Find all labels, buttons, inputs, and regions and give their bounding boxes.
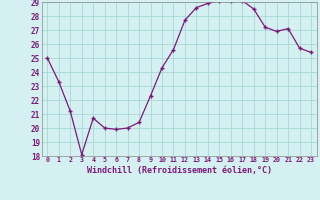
- X-axis label: Windchill (Refroidissement éolien,°C): Windchill (Refroidissement éolien,°C): [87, 166, 272, 175]
